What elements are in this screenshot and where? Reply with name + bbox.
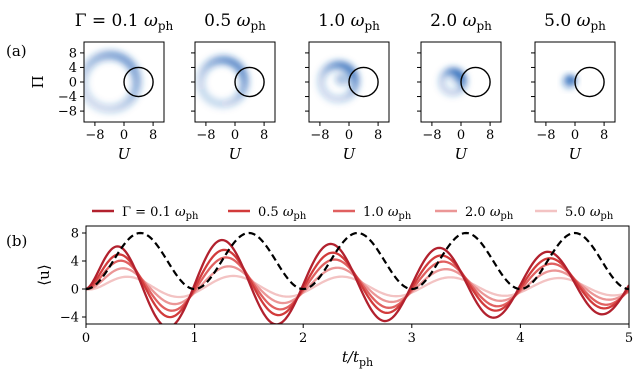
x-tick-label: −8 <box>85 128 104 143</box>
y-tick-label: 4 <box>69 61 77 76</box>
x-tick-label: −8 <box>422 128 441 143</box>
heatmap-subplot-2: −8 0 8 U 0.5 ωph <box>191 11 276 163</box>
x-axis-label: U <box>455 145 469 163</box>
x-tick-label: 8 <box>260 128 268 143</box>
subplot-title: 2.0 ωph <box>430 11 492 33</box>
reference-circle <box>234 66 265 98</box>
density-blob <box>84 49 143 115</box>
x-tick-label: 0 <box>231 128 239 143</box>
panel-a-label: (a) <box>6 42 27 60</box>
x-axis-label: U <box>118 145 132 163</box>
heatmap-subplot-4: −8 0 8 U 2.0 ωph <box>417 11 502 163</box>
legend-entry-label: Γ = 0.1 ωph <box>122 205 199 222</box>
subplot-title: 0.5 ωph <box>204 11 266 33</box>
y-tick-label: 0 <box>71 283 79 298</box>
y-tick-label: −4 <box>58 90 77 105</box>
y-tick-label: 4 <box>71 255 79 270</box>
x-tick-label: 3 <box>408 331 416 346</box>
reference-dashed-line <box>86 231 629 291</box>
legend-entry-label: 0.5 ωph <box>258 205 307 222</box>
x-tick-label: 8 <box>600 128 608 143</box>
x-axis-label: U <box>569 145 583 163</box>
heatmap-subplot-5: −8 0 8 U 5.0 ωph <box>531 11 616 163</box>
x-axis-label: U <box>343 145 357 163</box>
x-tick-label: 8 <box>374 128 382 143</box>
series-line <box>86 265 629 306</box>
x-axis-label: t/tph <box>342 348 373 369</box>
x-tick-label: 4 <box>516 331 524 346</box>
plot-frame <box>85 225 630 325</box>
x-tick-label: −8 <box>536 128 555 143</box>
x-axis-label: U <box>229 145 243 163</box>
x-tick-label: 8 <box>149 128 157 143</box>
reference-circle <box>123 66 154 98</box>
legend: Γ = 0.1 ωph 0.5 ωph 1.0 ωph 2.0 ωph 5.0 ωph <box>92 205 614 222</box>
reference-circle <box>460 66 491 98</box>
panel-b-label: (b) <box>6 232 27 250</box>
y-tick-label: 8 <box>71 227 79 242</box>
subplot-title: Γ = 0.1 ωph <box>75 11 174 33</box>
x-tick-label: 8 <box>486 128 494 143</box>
x-tick-label: 0 <box>120 128 128 143</box>
x-tick-label: 0 <box>82 331 90 346</box>
y-axis-label: ⟨u⟩ <box>35 264 53 285</box>
x-tick-label: 0 <box>457 128 465 143</box>
y-axis-label: Π <box>29 75 47 88</box>
x-tick-label: 0 <box>345 128 353 143</box>
legend-entry-label: 2.0 ωph <box>465 205 514 222</box>
heatmap-subplot-3: −8 0 8 U 1.0 ωph <box>305 11 390 163</box>
x-tick-label: 5 <box>625 331 633 346</box>
series-line <box>86 248 629 319</box>
reference-circle <box>574 66 605 98</box>
density-blob <box>195 55 250 109</box>
x-tick-label: −8 <box>196 128 215 143</box>
legend-entry-label: 1.0 ωph <box>363 205 412 222</box>
x-tick-label: 2 <box>299 331 307 346</box>
y-tick-label: −4 <box>60 311 79 326</box>
x-tick-label: 0 <box>571 128 579 143</box>
subplot-title: 1.0 ωph <box>318 11 380 33</box>
subplot-title: 5.0 ωph <box>544 11 606 33</box>
x-tick-label: −8 <box>310 128 329 143</box>
density-blob <box>561 74 578 90</box>
density-blob <box>316 60 361 104</box>
series-line <box>86 238 629 324</box>
y-tick-label: 8 <box>69 46 77 61</box>
reference-circle <box>348 66 379 98</box>
y-tick-label: −8 <box>58 105 77 120</box>
legend-entry-label: 5.0 ωph <box>565 205 614 222</box>
y-tick-label: 0 <box>69 76 77 91</box>
x-tick-label: 1 <box>190 331 198 346</box>
